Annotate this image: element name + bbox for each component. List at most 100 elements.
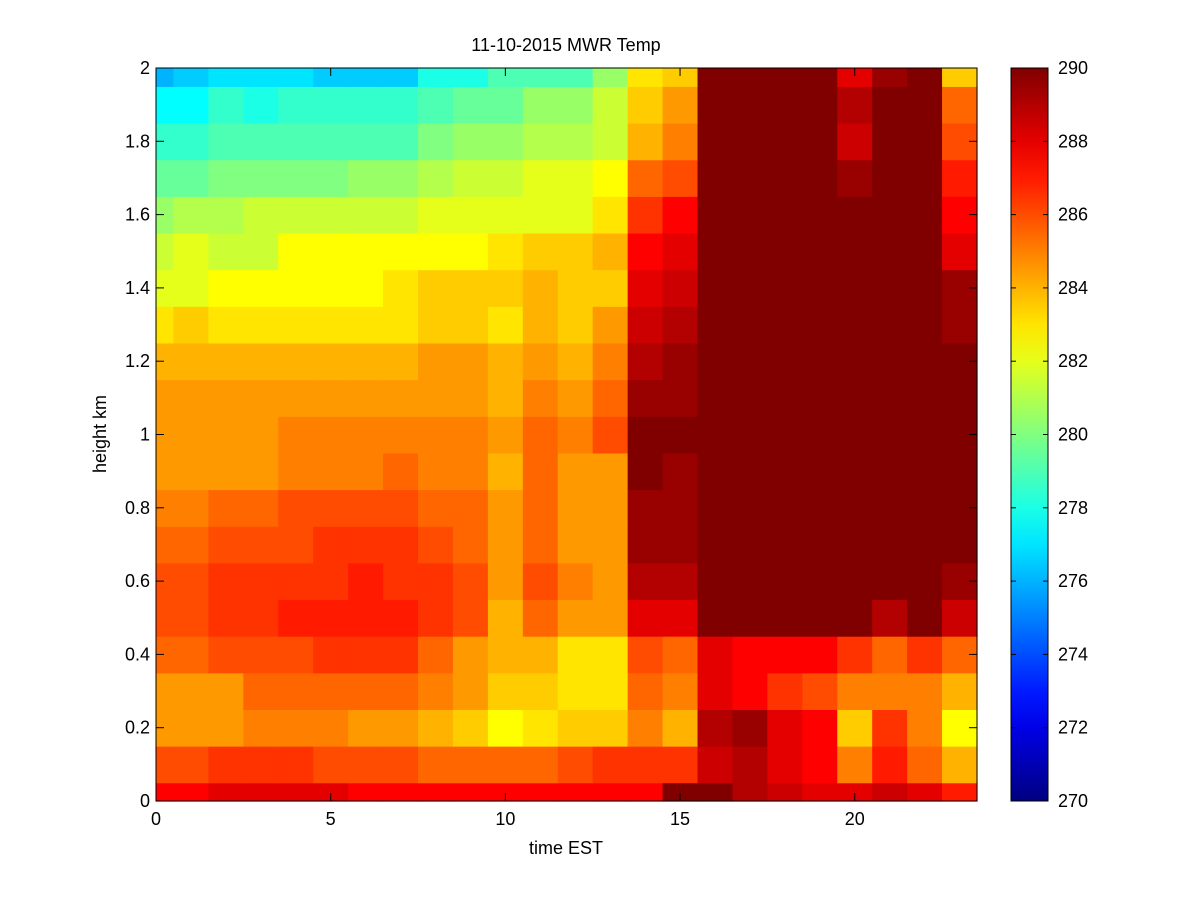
heatmap-cell [156, 269, 175, 307]
heatmap-cell [173, 86, 210, 124]
heatmap-cell [697, 269, 734, 307]
heatmap-cell [907, 269, 943, 307]
heatmap-cell [522, 68, 559, 87]
heatmap-cell [348, 452, 384, 491]
heatmap-cell [872, 68, 908, 87]
heatmap-cell [452, 782, 489, 802]
heatmap-cell [278, 489, 314, 527]
heatmap-cell [907, 86, 943, 124]
heatmap-cell [697, 562, 734, 601]
heatmap-cell [348, 562, 384, 601]
heatmap-cell [278, 452, 314, 491]
heatmap-cell [313, 562, 349, 601]
heatmap-cell [418, 122, 454, 161]
heatmap-cell [767, 122, 803, 161]
heatmap-cell [662, 379, 699, 417]
heatmap-cell [383, 489, 419, 527]
heatmap-cell [452, 379, 489, 417]
plot-area-frame [155, 67, 978, 802]
heatmap-cell [557, 159, 594, 197]
heatmap-cell [383, 672, 419, 710]
heatmap-cell [627, 306, 664, 344]
heatmap-cell [278, 416, 314, 454]
heatmap-cell [592, 562, 629, 601]
heatmap-cell [627, 86, 664, 124]
heatmap-cell [522, 636, 559, 674]
heatmap-cell [837, 636, 873, 674]
heatmap-cell [487, 122, 524, 161]
heatmap-cell [732, 526, 768, 564]
heatmap-cell [557, 709, 594, 747]
heatmap-cell [383, 562, 419, 601]
heatmap-cell [767, 159, 803, 197]
heatmap-cell [907, 782, 943, 802]
heatmap-cell [313, 342, 349, 381]
heatmap-cell [627, 452, 664, 491]
heatmap-cell [557, 672, 594, 710]
heatmap-cell [243, 122, 279, 161]
heatmap-cell [278, 782, 314, 802]
heatmap-cell [313, 489, 349, 527]
heatmap-cell [662, 489, 699, 527]
heatmap-cell [278, 342, 314, 381]
colorbar-tick-label: 276 [1058, 571, 1088, 591]
heatmap-cell [243, 306, 279, 344]
heatmap-cell [837, 562, 873, 601]
heatmap-cell [627, 196, 664, 234]
heatmap-cell [802, 159, 838, 197]
heatmap-cell [522, 599, 559, 637]
heatmap-cell [383, 416, 419, 454]
heatmap-cell [522, 709, 559, 747]
heatmap-cell [522, 489, 559, 527]
heatmap-cell [697, 452, 734, 491]
heatmap-cell [418, 526, 454, 564]
heatmap-cell [802, 232, 838, 271]
heatmap-cell [662, 782, 699, 802]
heatmap-cell [837, 122, 873, 161]
heatmap-cell [383, 342, 419, 381]
heatmap-cell [837, 269, 873, 307]
colorbar-tick-label: 274 [1058, 644, 1088, 664]
heatmap-cell [907, 122, 943, 161]
heatmap-cell [418, 672, 454, 710]
heatmap-cell [418, 379, 454, 417]
heatmap-cell [208, 416, 244, 454]
heatmap-cell [697, 342, 734, 381]
heatmap-cell [907, 416, 943, 454]
heatmap-cell [156, 489, 175, 527]
heatmap-cell [802, 599, 838, 637]
heatmap-cell [452, 709, 489, 747]
heatmap-cell [837, 489, 873, 527]
heatmap-cell [732, 269, 768, 307]
x-tick-label: 0 [151, 809, 161, 829]
heatmap-cell [383, 122, 419, 161]
heatmap-cell [348, 416, 384, 454]
heatmap-cell [837, 306, 873, 344]
heatmap-cell [872, 636, 908, 674]
heatmap-cell [872, 782, 908, 802]
heatmap-cell [156, 379, 175, 417]
heatmap-cell [662, 562, 699, 601]
heatmap-cell [767, 196, 803, 234]
y-tick-label: 1.2 [125, 351, 150, 371]
colorbar-tick-label: 272 [1058, 718, 1088, 738]
heatmap-cell [348, 379, 384, 417]
heatmap-cell [243, 672, 279, 710]
heatmap-cell [662, 122, 699, 161]
heatmap-cell [348, 68, 384, 87]
heatmap-cell [907, 489, 943, 527]
heatmap-cell [487, 416, 524, 454]
heatmap-cell [627, 416, 664, 454]
heatmap-cell [348, 599, 384, 637]
heatmap-cell [837, 196, 873, 234]
heatmap-cell [907, 526, 943, 564]
heatmap-cell [208, 709, 244, 747]
heatmap-cell [697, 122, 734, 161]
heatmap-cell [452, 269, 489, 307]
heatmap-cell [592, 416, 629, 454]
heatmap-cell [452, 526, 489, 564]
heatmap-cell [802, 379, 838, 417]
heatmap-cell [278, 672, 314, 710]
heatmap-cell [487, 526, 524, 564]
